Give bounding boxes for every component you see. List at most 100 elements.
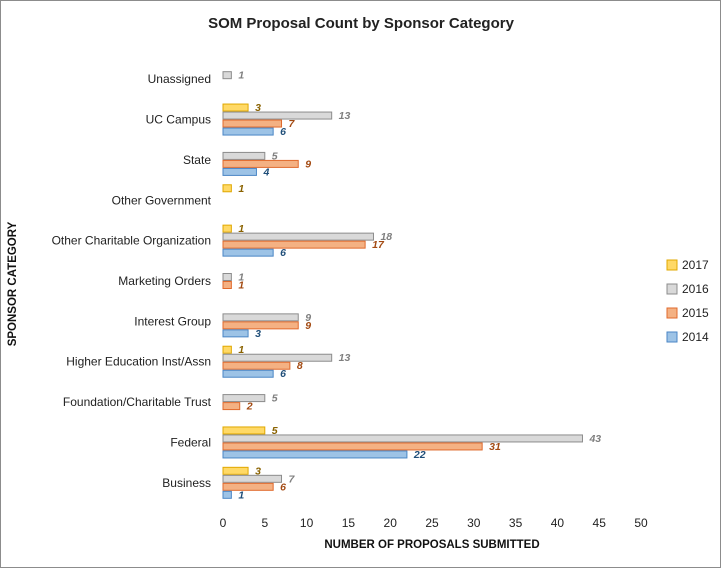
legend: 2017 2016 2015 2014 (666, 258, 709, 344)
bar-2015 (222, 281, 232, 289)
x-tick-label: 30 (467, 516, 481, 530)
category-label: Business (162, 476, 211, 490)
bar-2015 (222, 321, 299, 330)
bar-2016 (222, 353, 333, 362)
legend-swatch-2017 (666, 259, 678, 271)
category-label: Other Charitable Organization (52, 234, 211, 248)
bar-2017 (222, 184, 232, 193)
category-labels: Unassigned UC Campus State Other Government… (52, 72, 212, 490)
bar-2014 (222, 167, 257, 176)
bar-2015 (222, 402, 241, 411)
data-label-2017: 3 (255, 465, 261, 477)
data-label-2016: 13 (339, 352, 351, 364)
legend-swatch-2014 (666, 331, 678, 343)
bar-2015 (222, 119, 283, 128)
data-label-2017: 5 (272, 425, 278, 437)
legend-swatch-2015 (666, 307, 678, 319)
x-tick-label: 10 (300, 516, 314, 530)
legend-swatch-2016 (666, 283, 678, 295)
data-label-2014: 1 (238, 489, 244, 501)
bar-2017 (222, 345, 232, 354)
data-label-2015: 17 (372, 239, 385, 251)
data-label-2015: 8 (297, 360, 303, 372)
x-tick-label: 0 (220, 516, 227, 530)
category-label: Interest Group (134, 314, 211, 328)
x-axis-title: NUMBER OF PROPOSALS SUBMITTED (324, 539, 539, 551)
bars (222, 71, 583, 499)
data-label-2017: 1 (238, 223, 244, 235)
bar-2017 (222, 103, 249, 112)
category-label: Foundation/Charitable Trust (63, 395, 212, 409)
bar-2015 (222, 361, 291, 370)
data-label-2016: 7 (289, 473, 296, 485)
data-label-2016: 18 (380, 231, 392, 243)
category-label: Federal (170, 435, 211, 449)
y-axis-title: SPONSOR CATEGORY (7, 221, 19, 346)
data-label-2017: 3 (255, 102, 261, 114)
data-label-2015: 1 (238, 280, 244, 292)
category-label: Unassigned (148, 72, 211, 86)
x-tick-label: 20 (384, 516, 398, 530)
bar-2016 (222, 151, 266, 160)
data-label-2015: 31 (489, 441, 501, 453)
data-label-2016: 1 (238, 272, 244, 284)
chart-title: SOM Proposal Count by Sponsor Category (208, 15, 515, 32)
bar-2016 (222, 273, 232, 281)
bar-2014 (222, 369, 274, 378)
category-label: UC Campus (146, 113, 211, 127)
bar-2014 (222, 490, 232, 499)
bar-2014 (222, 248, 274, 257)
legend-label-2014: 2014 (682, 330, 709, 344)
data-label-2015: 2 (246, 401, 253, 413)
x-tick-label: 35 (509, 516, 523, 530)
data-label-2014: 4 (262, 166, 269, 178)
bar-2016 (222, 232, 374, 241)
bar-2015 (222, 240, 366, 249)
data-label-2016: 5 (272, 150, 278, 162)
x-tick-label: 40 (551, 516, 565, 530)
data-label-2014: 3 (255, 328, 261, 340)
data-label-2017: 1 (238, 344, 244, 356)
x-tick-label: 5 (261, 516, 268, 530)
bar-2014 (222, 450, 408, 459)
bar-2017 (222, 426, 266, 435)
bar-2015 (222, 482, 274, 491)
bar-2016 (222, 313, 299, 322)
bar-2017 (222, 224, 232, 233)
x-axis-ticks: 0 5 10 15 20 25 30 35 40 45 50 (220, 516, 648, 530)
data-label-2015: 7 (289, 118, 296, 130)
data-label-2016: 1 (238, 70, 244, 82)
bar-2016 (222, 111, 333, 120)
data-label-2015: 6 (280, 481, 286, 493)
category-label: State (183, 153, 211, 167)
data-label-2014: 6 (280, 126, 286, 138)
data-label-2015: 9 (305, 158, 311, 170)
bar-2017 (222, 466, 249, 475)
data-label-2014: 6 (280, 368, 286, 380)
bar-2014 (222, 127, 274, 136)
bar-2015 (222, 442, 483, 451)
data-label-2016: 43 (588, 433, 601, 445)
x-tick-label: 25 (425, 516, 439, 530)
data-label-2017: 1 (238, 183, 244, 195)
bar-2016 (222, 474, 283, 483)
bar-2016 (222, 394, 266, 403)
legend-label-2015: 2015 (682, 306, 709, 320)
bar-2016 (222, 434, 583, 443)
legend-label-2016: 2016 (682, 282, 709, 296)
data-label-2016: 5 (272, 393, 278, 405)
data-label-2016: 9 (305, 312, 311, 324)
category-label: Higher Education Inst/Assn (66, 355, 211, 369)
data-label-2015: 9 (305, 320, 311, 332)
data-label-2016: 13 (339, 110, 351, 122)
bar-2016 (222, 71, 232, 80)
bar-2015 (222, 159, 299, 168)
data-label-2014: 6 (280, 247, 286, 259)
data-label-2014: 22 (413, 449, 426, 461)
category-label: Other Government (112, 193, 212, 207)
x-tick-label: 45 (593, 516, 607, 530)
x-tick-label: 15 (342, 516, 356, 530)
